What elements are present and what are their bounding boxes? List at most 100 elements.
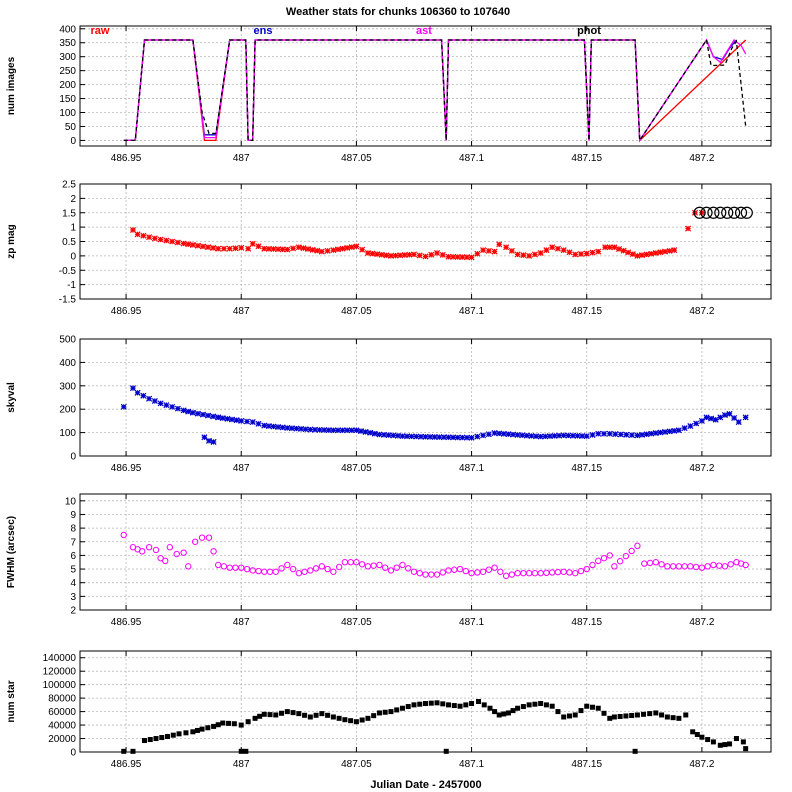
- data-point: [457, 703, 463, 709]
- y-axis-label: num images: [6, 56, 17, 115]
- data-point: [194, 242, 201, 249]
- data-point: [417, 701, 423, 707]
- panel-frame: [79, 338, 772, 457]
- data-point: [459, 254, 466, 261]
- data-point: [710, 739, 716, 745]
- data-point: [533, 433, 540, 440]
- panel-fwhm: 486.95 487 487.05 487.1 487.15 487.2 2 3 4 5 6 7 8 9 1…: [6, 493, 772, 628]
- data-point: [185, 563, 192, 570]
- data-point: [658, 561, 665, 568]
- data-point: [243, 748, 249, 754]
- data-point: [255, 567, 262, 575]
- data-point: [439, 251, 446, 258]
- data-stars: [121, 699, 749, 754]
- y-tick-label: 1.5: [62, 208, 76, 219]
- data-point: [405, 565, 412, 572]
- data-point: [166, 544, 174, 551]
- data-point: [625, 249, 632, 256]
- data-point: [201, 434, 208, 441]
- data-point: [675, 427, 682, 434]
- flag-circle: [740, 206, 753, 219]
- data-point: [163, 402, 170, 409]
- panel-zp: 486.95 487 487.05 487.1 487.15 487.2 -1.5 -1 -0.…: [6, 180, 772, 317]
- y-tick-label: 300: [59, 52, 76, 63]
- data-point: [272, 568, 279, 575]
- data-point: [313, 712, 319, 718]
- data-point: [162, 557, 169, 565]
- data-point: [189, 241, 196, 248]
- data-point: [560, 247, 567, 254]
- data-point: [364, 249, 371, 257]
- data-point: [224, 415, 231, 422]
- data-point: [451, 566, 458, 573]
- data-point: [551, 432, 558, 439]
- data-point: [210, 244, 217, 251]
- data-point: [173, 550, 180, 558]
- data-point: [334, 246, 341, 253]
- data-point: [330, 568, 337, 575]
- data-point: [284, 709, 290, 715]
- data-point: [279, 710, 285, 716]
- data-point: [226, 720, 232, 726]
- data-point: [578, 708, 584, 714]
- data-point: [198, 534, 206, 541]
- data-point: [163, 237, 170, 244]
- data-point: [211, 723, 217, 729]
- data-point: [307, 714, 313, 720]
- data-point: [496, 712, 502, 718]
- x-tick-label: 486.95: [111, 306, 142, 317]
- data-point: [330, 427, 337, 434]
- data-point: [238, 564, 245, 571]
- data-point: [140, 392, 147, 399]
- data-point: [643, 251, 650, 258]
- y-axis-label: num star: [6, 680, 17, 722]
- y-tick-label: 150: [59, 94, 76, 105]
- y-tick-label: 2: [70, 606, 76, 617]
- data-point: [284, 246, 291, 253]
- data-point: [492, 709, 498, 715]
- flag-circle: [700, 206, 713, 219]
- data-point: [364, 563, 372, 570]
- panel-frame: [79, 25, 772, 147]
- data-point: [367, 429, 374, 436]
- x-tick-label: 487.05: [341, 306, 372, 317]
- data-point: [145, 544, 153, 551]
- data-point: [708, 415, 715, 422]
- panel-images: 486.95 487 487.05 487.1 487.15 487.2 0 50 100 150…: [6, 24, 772, 164]
- data-point: [406, 251, 413, 258]
- data-point: [215, 561, 222, 569]
- panel-stars: 486.95 487 487.05 487.1 487.15 487.2 0 20000 400…: [6, 650, 772, 770]
- data-point: [742, 561, 749, 569]
- data-point: [445, 253, 452, 260]
- data-point: [261, 711, 267, 717]
- data-point: [446, 702, 452, 708]
- data-point: [383, 252, 390, 259]
- data-point: [233, 417, 240, 424]
- data-point: [365, 715, 371, 721]
- flag-circle: [693, 206, 706, 219]
- y-tick-label: -1: [67, 280, 76, 291]
- y-tick-label: 1: [70, 223, 76, 234]
- data-point: [595, 705, 601, 711]
- data-point: [662, 428, 669, 435]
- data-point: [159, 735, 165, 741]
- data-point: [140, 232, 147, 239]
- data-point: [560, 568, 567, 575]
- data-point: [290, 710, 296, 716]
- data-point: [165, 734, 171, 740]
- data-point: [468, 434, 475, 441]
- data-point: [454, 434, 461, 441]
- data-point: [121, 748, 127, 754]
- data-point: [485, 566, 493, 573]
- data-point: [501, 711, 507, 717]
- flag-circle: [728, 206, 741, 219]
- data-point: [671, 247, 678, 254]
- data-point: [528, 432, 535, 439]
- data-point: [288, 425, 295, 432]
- data-point: [742, 414, 749, 421]
- data-point: [600, 430, 608, 437]
- x-tick-label: 486.95: [111, 759, 142, 770]
- data-point: [554, 245, 561, 252]
- data-point: [510, 431, 517, 438]
- data-point: [410, 251, 418, 258]
